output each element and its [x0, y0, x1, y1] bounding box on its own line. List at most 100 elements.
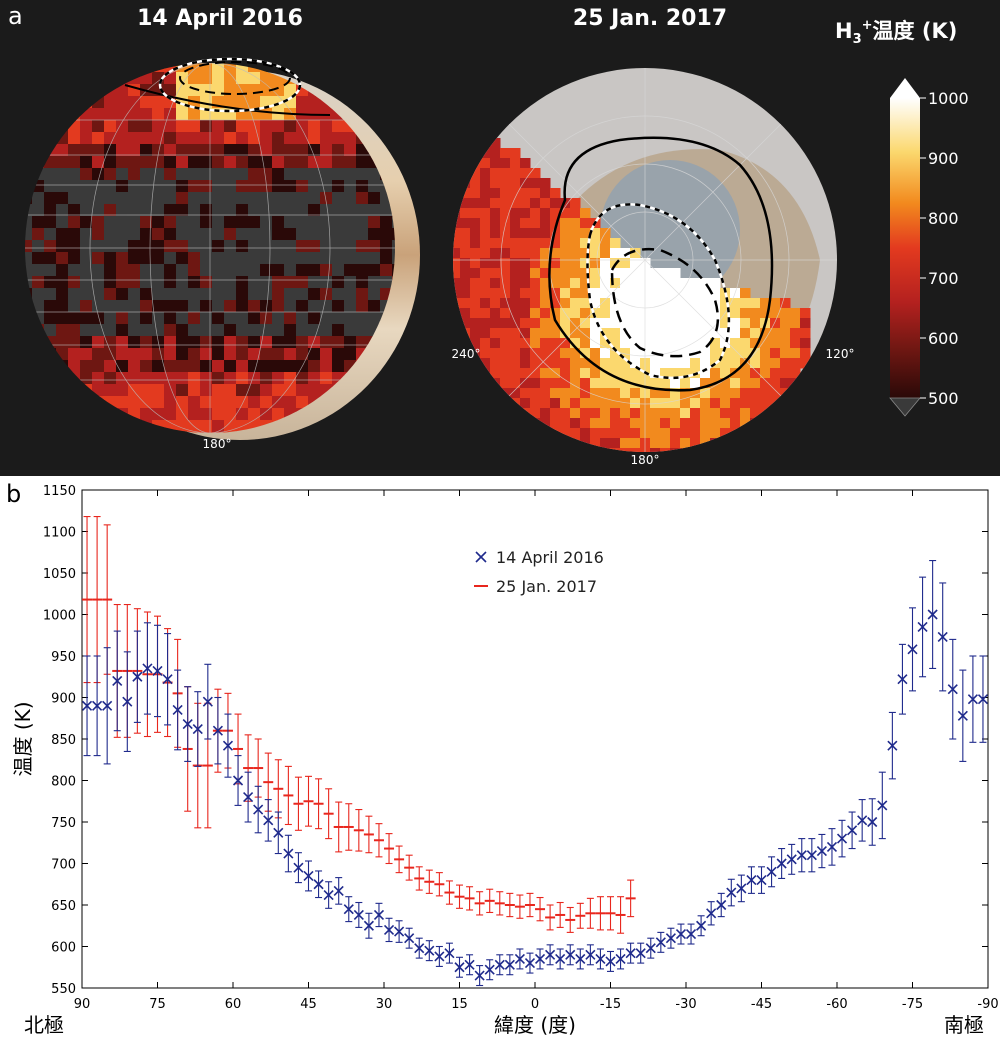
map-pixel: [550, 378, 561, 389]
map-pixel: [308, 252, 321, 265]
map-pixel: [510, 408, 521, 419]
map-pixel: [630, 298, 641, 309]
map-pixel: [700, 418, 711, 429]
map-pixel: [296, 312, 309, 325]
map-pixel: [600, 268, 611, 279]
map-pixel: [670, 438, 681, 449]
map-pixel: [470, 398, 481, 409]
map-pixel: [188, 120, 201, 133]
map-pixel: [660, 348, 671, 359]
map-pixel: [690, 298, 701, 309]
map-pixel: [164, 120, 177, 133]
map-pixel: [368, 180, 381, 193]
x-tick-label: -75: [902, 997, 923, 1012]
map-pixel: [104, 384, 117, 397]
map-pixel: [368, 96, 381, 109]
map-pixel: [176, 192, 189, 205]
map-pixel: [152, 288, 165, 301]
map-pixel: [248, 360, 261, 373]
map-pixel: [530, 298, 541, 309]
map-pixel: [176, 144, 189, 157]
map-pixel: [670, 428, 681, 439]
map-pixel: [200, 300, 213, 313]
map-pixel: [320, 240, 333, 253]
map-pixel: [630, 288, 641, 299]
map-pixel: [44, 168, 57, 181]
map-pixel: [720, 418, 731, 429]
map-pixel: [680, 448, 691, 452]
map-pixel: [200, 252, 213, 265]
map-pixel: [500, 438, 511, 449]
map-pixel: [580, 448, 591, 452]
map-pixel: [260, 288, 273, 301]
map-pixel: [550, 298, 561, 309]
map-pixel: [332, 336, 345, 349]
map-pixel: [332, 63, 345, 73]
map-pixel: [176, 84, 189, 97]
map-pixel: [176, 324, 189, 337]
map-pixel: [128, 360, 141, 373]
map-pixel: [470, 318, 481, 329]
legend: 14 April 2016 25 Jan. 2017: [474, 548, 604, 596]
map-pixel: [284, 360, 297, 373]
map-pixel: [128, 168, 141, 181]
data-point: [152, 665, 163, 677]
map-pixel: [590, 398, 601, 409]
map-pixel: [25, 180, 33, 193]
map-pixel: [590, 288, 601, 299]
y-tick-label: 750: [51, 816, 76, 831]
map-pixel: [236, 168, 249, 181]
map-pixel: [710, 348, 721, 359]
map-pixel: [460, 388, 471, 399]
map-pixel: [530, 198, 541, 209]
map-pixel: [260, 384, 273, 397]
map-pixel: [460, 128, 471, 139]
map-pixel: [600, 238, 611, 249]
map-pixel: [32, 63, 45, 73]
data-point: [635, 948, 646, 959]
map-pixel: [296, 324, 309, 337]
map-pixel: [344, 180, 357, 193]
map-pixel: [296, 204, 309, 217]
map-pixel: [32, 168, 45, 181]
map-pixel: [590, 268, 601, 279]
map-pixel: [308, 144, 321, 157]
map-pixel: [380, 204, 393, 217]
map-pixel: [790, 328, 801, 339]
map-pixel: [200, 132, 213, 145]
map-pixel: [224, 348, 237, 361]
map-pixel: [470, 118, 481, 129]
map-pixel: [104, 252, 117, 265]
map-pixel: [750, 348, 761, 359]
map-pixel: [116, 288, 129, 301]
map-pixel: [104, 120, 117, 133]
map-pixel: [650, 308, 661, 319]
map-pixel: [610, 328, 621, 339]
map-pixel: [200, 396, 213, 409]
map-pixel: [480, 148, 491, 159]
map-pixel: [490, 448, 501, 452]
map-pixel: [140, 372, 153, 385]
map-pixel: [224, 216, 237, 229]
map-pixel: [152, 192, 165, 205]
map-pixel: [56, 156, 69, 169]
map-pixel: [56, 192, 69, 205]
map-pixel: [730, 428, 741, 439]
map-pixel: [188, 312, 201, 325]
map-pixel: [750, 408, 761, 419]
map-pixel: [164, 348, 177, 361]
map-pixel: [460, 278, 471, 289]
map-pixel: [116, 228, 129, 241]
map-pixel: [590, 418, 601, 429]
data-point: [323, 889, 334, 901]
map-pixel: [570, 408, 581, 419]
map-pixel: [320, 420, 333, 433]
map-pixel: [32, 252, 45, 265]
map-pixel: [770, 388, 781, 399]
map-pixel: [650, 338, 661, 349]
map-pixel: [800, 318, 811, 329]
map-pixel: [380, 63, 393, 73]
map-pixel: [530, 318, 541, 329]
map-pixel: [670, 288, 681, 299]
